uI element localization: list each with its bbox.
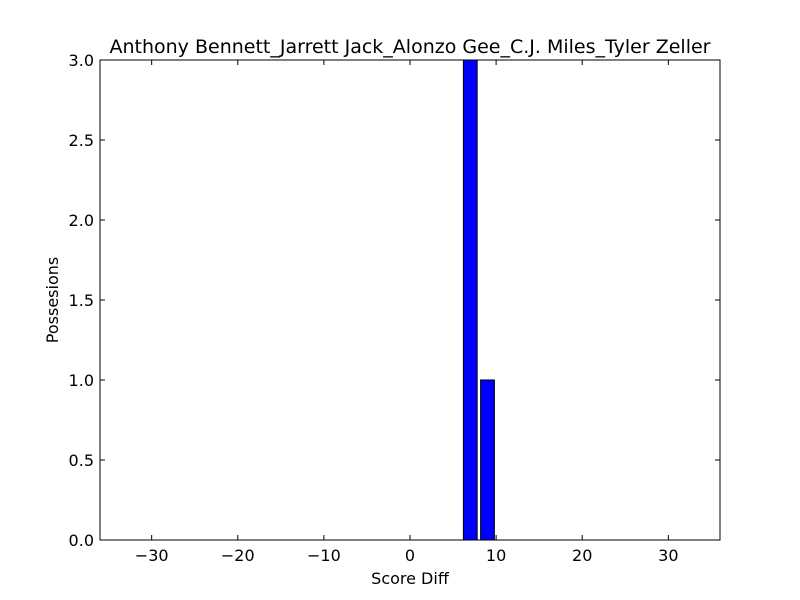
y-tick-label: 2.5 <box>69 131 94 150</box>
y-tick-label: 1.5 <box>69 291 94 310</box>
y-axis-title: Possesions <box>43 257 62 343</box>
x-tick-label: 0 <box>405 546 415 565</box>
y-tick-label: 3.0 <box>69 51 94 70</box>
x-tick-label: 30 <box>658 546 678 565</box>
x-tick-label: 10 <box>486 546 506 565</box>
x-tick-label: 20 <box>572 546 592 565</box>
x-tick-label: −20 <box>221 546 255 565</box>
bar-1 <box>480 379 495 541</box>
y-tick-label: 0.5 <box>69 451 94 470</box>
bars-layer <box>462 59 495 541</box>
y-tick-label: 1.0 <box>69 371 94 390</box>
x-axis-title: Score Diff <box>371 569 450 588</box>
x-tick-label: −10 <box>307 546 341 565</box>
y-tick-label: 0.0 <box>69 531 94 550</box>
ticks-layer: −30 −20 −10 0 10 20 30 0.0 0.5 1.0 1.5 2.0 2.5 3.0 <box>69 51 720 565</box>
x-tick-label: −30 <box>135 546 169 565</box>
y-tick-label: 2.0 <box>69 211 94 230</box>
plot-frame <box>99 59 721 541</box>
bar-0 <box>462 59 478 541</box>
chart-title: Anthony Bennett_Jarrett Jack_Alonzo Gee_… <box>109 36 710 58</box>
